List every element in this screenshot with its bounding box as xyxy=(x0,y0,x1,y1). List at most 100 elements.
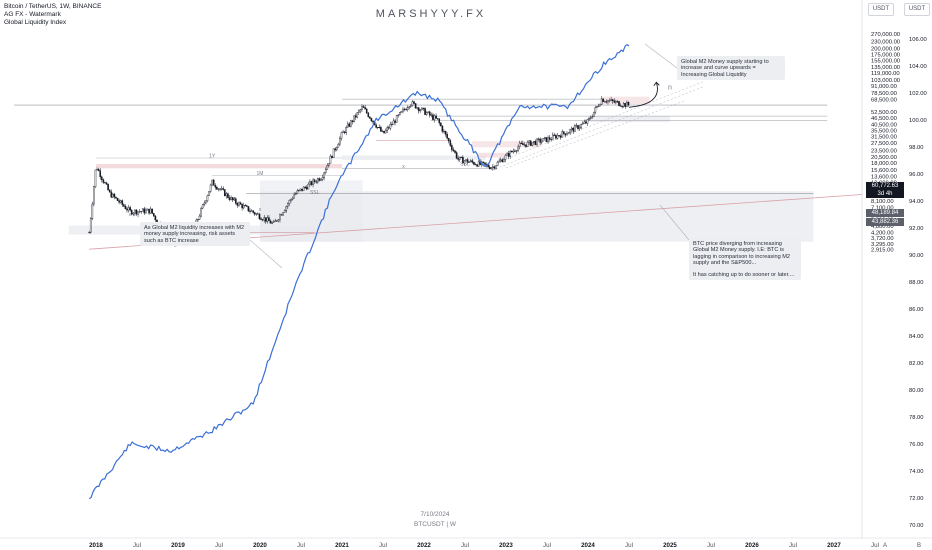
projection-curve xyxy=(628,82,658,108)
candle-body xyxy=(268,217,270,222)
candle-body xyxy=(329,155,332,164)
level-tag-1: 48,189.84 xyxy=(866,209,904,217)
candle-body xyxy=(334,148,336,151)
candle-body xyxy=(610,99,612,101)
candle-body xyxy=(493,166,496,169)
right-tick-label: 84.00 xyxy=(909,334,924,340)
candle-body xyxy=(107,184,109,191)
candle-body xyxy=(551,134,554,140)
right-axis-unit[interactable]: USDT xyxy=(904,3,930,16)
left-tick-label: 4,800.00 xyxy=(871,224,894,230)
candle-body xyxy=(365,108,368,114)
left-tick-label: 119,000.00 xyxy=(871,71,900,77)
candle-body xyxy=(466,159,469,163)
candle-body xyxy=(468,161,471,163)
candle-body xyxy=(525,144,527,147)
note-divergence-text: BTC price diverging from increasing Glob… xyxy=(693,241,791,267)
candle-body xyxy=(405,109,407,111)
candle-body xyxy=(353,115,355,122)
candle-body xyxy=(228,197,231,200)
right-tick-label: 94.00 xyxy=(909,199,924,205)
candle-body xyxy=(307,183,310,190)
candle-body xyxy=(134,209,136,214)
candle-body xyxy=(123,204,125,207)
candle-body xyxy=(517,146,519,151)
candle-body xyxy=(446,134,448,139)
candle-body xyxy=(616,101,619,103)
candle-body xyxy=(88,232,90,234)
candle-body xyxy=(198,215,201,220)
candle-body xyxy=(381,130,384,132)
footer-date: 7/10/2024 xyxy=(420,511,450,518)
candle-body xyxy=(296,190,299,194)
footer-ticker: BTCUSDT | W xyxy=(413,521,456,528)
candle-body xyxy=(277,219,280,222)
candle-body xyxy=(197,219,199,221)
candle-body xyxy=(391,124,393,126)
projection-arrowhead xyxy=(653,81,660,87)
candle-body xyxy=(132,212,135,215)
channel-mid xyxy=(492,86,705,171)
candle-body xyxy=(414,103,417,109)
candle-body xyxy=(547,137,549,143)
candle-body xyxy=(419,109,422,112)
candle-body xyxy=(153,213,155,217)
candle-body xyxy=(364,107,366,110)
candle-body xyxy=(110,191,113,198)
candle-body xyxy=(104,182,106,184)
candle-body xyxy=(239,202,242,205)
candle-body xyxy=(222,188,225,190)
candle-body xyxy=(395,115,398,123)
candle-body xyxy=(358,110,360,113)
candle-body xyxy=(425,112,428,115)
candle-body xyxy=(135,209,138,215)
x-tick-label: 2022 xyxy=(417,542,431,549)
candle-body xyxy=(383,130,385,134)
right-tick-label: 100.00 xyxy=(909,118,927,124)
candle-body xyxy=(91,203,94,219)
candle-body xyxy=(580,124,582,128)
candle-body xyxy=(100,176,103,180)
candle-body xyxy=(305,187,308,190)
candle-body xyxy=(266,217,269,222)
candle-body xyxy=(556,135,559,139)
candle-body xyxy=(566,133,568,136)
candle-body xyxy=(436,118,439,120)
candle-body xyxy=(140,211,143,213)
candle-body xyxy=(572,127,575,132)
candle-body xyxy=(512,150,515,153)
candle-body xyxy=(449,140,452,146)
candle-body xyxy=(506,153,508,156)
left-axis-unit[interactable]: USDT xyxy=(868,3,894,16)
candle-body xyxy=(247,206,250,212)
candle-body xyxy=(257,213,259,215)
candle-body xyxy=(498,160,500,163)
candle-body xyxy=(252,210,254,213)
candle-body xyxy=(233,198,236,201)
candle-body xyxy=(550,139,553,141)
left-tick-label: 13,600.00 xyxy=(871,174,897,180)
candle-body xyxy=(604,101,606,103)
candle-body xyxy=(397,114,400,116)
candle-body xyxy=(411,101,414,106)
zone-2023-mid xyxy=(471,141,541,148)
channel-upper xyxy=(492,81,705,165)
left-tick-label: 7,100.00 xyxy=(871,205,894,211)
marks-layer: 1Y 1M x x x SSL SSL n xyxy=(129,43,690,269)
candle-body xyxy=(619,105,622,107)
candle-body xyxy=(96,169,98,171)
candle-body xyxy=(522,143,524,145)
candle-body xyxy=(302,186,305,191)
left-tick-label: 155,000.00 xyxy=(871,58,900,64)
candle-body xyxy=(317,178,319,183)
candle-body xyxy=(596,106,598,108)
candle-body xyxy=(465,159,467,162)
candle-body xyxy=(339,137,341,145)
x-tick-label: Jul xyxy=(789,542,797,549)
candle-body xyxy=(529,140,532,146)
candle-body xyxy=(514,150,516,152)
candle-body xyxy=(455,152,458,159)
candle-body xyxy=(149,208,152,214)
candle-body xyxy=(113,193,116,198)
left-tick-label: 52,500.00 xyxy=(871,110,897,116)
